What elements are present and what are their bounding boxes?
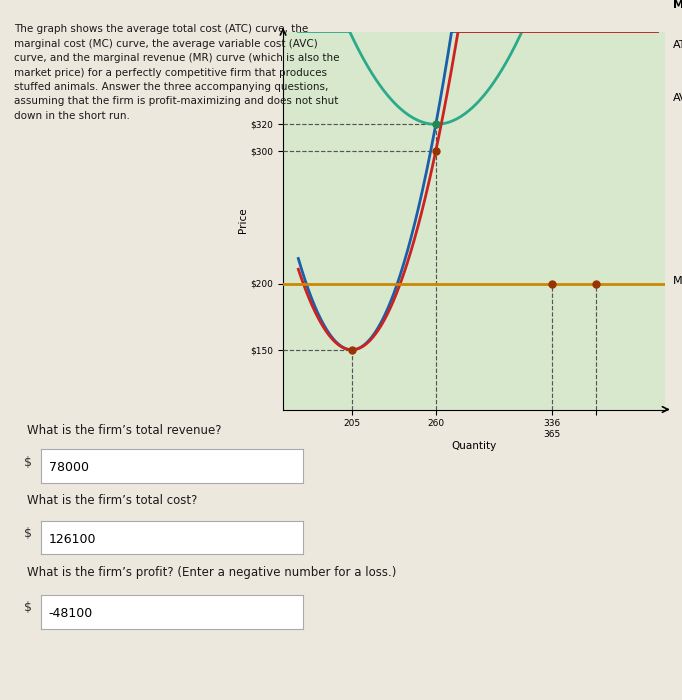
Text: What is the firm’s total revenue?: What is the firm’s total revenue? — [27, 424, 222, 437]
Text: $: $ — [24, 527, 32, 540]
Text: -48100: -48100 — [49, 607, 93, 620]
Text: $: $ — [24, 456, 32, 468]
Text: 78000: 78000 — [49, 461, 89, 475]
Text: ATC: ATC — [672, 40, 682, 50]
Text: AVC: AVC — [672, 93, 682, 103]
Text: MC: MC — [672, 0, 682, 10]
Text: $: $ — [24, 601, 32, 614]
Text: The graph shows the average total cost (ATC) curve, the
marginal cost (MC) curve: The graph shows the average total cost (… — [14, 25, 339, 121]
Text: What is the firm’s profit? (Enter a negative number for a loss.): What is the firm’s profit? (Enter a nega… — [27, 566, 397, 579]
Text: What is the firm’s total cost?: What is the firm’s total cost? — [27, 494, 198, 507]
X-axis label: Quantity: Quantity — [451, 442, 496, 452]
Text: MR=P: MR=P — [672, 276, 682, 286]
Y-axis label: Price: Price — [237, 208, 248, 233]
Text: 126100: 126100 — [49, 533, 96, 546]
